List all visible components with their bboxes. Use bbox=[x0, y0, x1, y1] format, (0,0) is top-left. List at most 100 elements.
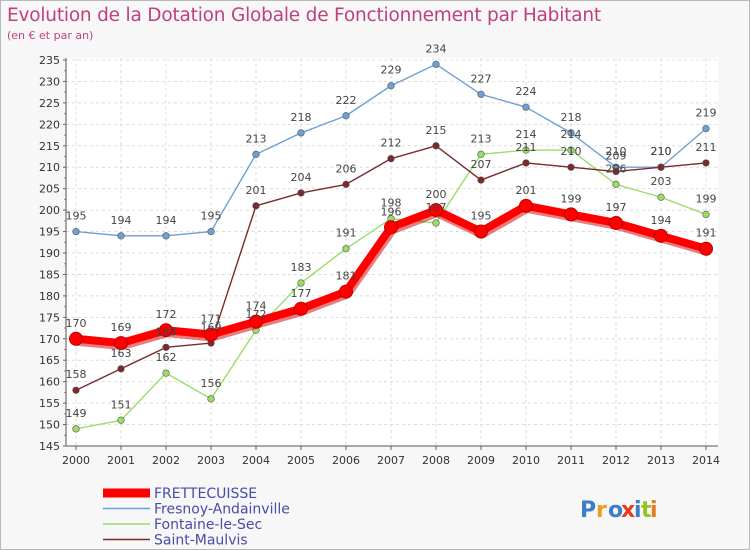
logo-letter: o bbox=[608, 498, 623, 523]
data-label: 181 bbox=[336, 270, 357, 283]
data-label: 203 bbox=[651, 175, 672, 188]
data-point bbox=[387, 155, 395, 163]
data-point bbox=[432, 142, 440, 150]
data-point bbox=[252, 150, 260, 158]
data-label: 227 bbox=[471, 72, 492, 85]
x-tick-label: 2012 bbox=[602, 454, 630, 467]
x-tick-label: 2014 bbox=[692, 454, 720, 467]
data-label: 219 bbox=[696, 107, 717, 120]
data-point bbox=[114, 336, 128, 351]
data-point bbox=[342, 112, 350, 120]
data-label: 213 bbox=[246, 132, 267, 145]
grid bbox=[66, 58, 718, 447]
data-point bbox=[522, 146, 530, 154]
axes: 145 150 155 160 165 170 175 180 185 190 195 200 205 2… bbox=[39, 54, 720, 467]
data-label: 204 bbox=[291, 171, 312, 184]
data-point bbox=[474, 224, 488, 239]
data-point bbox=[159, 323, 173, 338]
data-label: 191 bbox=[696, 227, 717, 240]
data-point bbox=[207, 227, 215, 236]
data-label: 171 bbox=[201, 312, 222, 325]
data-label: 215 bbox=[426, 124, 447, 137]
data-label: 210 bbox=[561, 145, 582, 158]
data-label: 195 bbox=[201, 210, 222, 223]
data-point bbox=[657, 193, 665, 201]
data-point bbox=[387, 82, 395, 90]
data-point bbox=[477, 176, 485, 184]
data-label: 197 bbox=[606, 201, 627, 214]
data-label: 170 bbox=[66, 317, 87, 330]
data-label: 196 bbox=[381, 205, 402, 218]
data-point bbox=[72, 227, 80, 236]
data-label: 195 bbox=[471, 210, 492, 223]
y-tick-label: 175 bbox=[39, 311, 60, 324]
data-label: 199 bbox=[696, 192, 717, 205]
x-tick-label: 2005 bbox=[287, 454, 315, 467]
data-point bbox=[162, 343, 170, 351]
data-point bbox=[162, 369, 170, 377]
data-label: 169 bbox=[111, 321, 132, 334]
data-label: 229 bbox=[381, 64, 402, 77]
data-point bbox=[654, 228, 668, 243]
data-point bbox=[609, 215, 623, 230]
data-point bbox=[117, 416, 125, 424]
data-point bbox=[477, 90, 485, 98]
y-tick-label: 215 bbox=[39, 140, 60, 153]
data-label: 224 bbox=[516, 85, 537, 98]
chart-title: Evolution de la Dotation Globale de Fonc… bbox=[7, 5, 601, 26]
legend: FRETTECUISSEFresnoy-AndainvilleFontaine-… bbox=[103, 486, 290, 549]
data-point bbox=[567, 146, 575, 154]
data-label: 162 bbox=[156, 351, 177, 364]
x-tick-label: 2011 bbox=[557, 454, 585, 467]
y-tick-label: 170 bbox=[39, 333, 60, 346]
data-label: 234 bbox=[426, 42, 447, 55]
data-point bbox=[339, 284, 353, 299]
y-tick-label: 210 bbox=[39, 161, 60, 174]
data-point bbox=[294, 301, 308, 316]
legend-label: FRETTECUISSE bbox=[154, 486, 257, 502]
data-point bbox=[297, 129, 305, 137]
logo-letter: i bbox=[634, 498, 642, 523]
data-label: 206 bbox=[336, 162, 357, 175]
data-label: 198 bbox=[381, 197, 402, 210]
data-point bbox=[567, 129, 575, 137]
data-point bbox=[117, 232, 125, 240]
data-label: 168 bbox=[156, 325, 177, 338]
y-tick-label: 160 bbox=[39, 376, 60, 389]
data-point bbox=[204, 327, 218, 342]
logo-letter: x bbox=[621, 498, 635, 523]
data-label: 210 bbox=[606, 145, 627, 158]
data-point bbox=[162, 232, 170, 240]
data-label: 197 bbox=[426, 201, 447, 214]
y-tick-label: 205 bbox=[39, 183, 60, 196]
plot-area bbox=[66, 58, 718, 446]
data-label: 174 bbox=[246, 300, 267, 313]
y-tick-label: 180 bbox=[39, 290, 60, 303]
data-label: 149 bbox=[66, 407, 87, 420]
data-point bbox=[342, 180, 350, 188]
data-label: 169 bbox=[201, 321, 222, 334]
data-point bbox=[69, 331, 83, 346]
data-label: 177 bbox=[291, 287, 312, 300]
y-tick-label: 190 bbox=[39, 247, 60, 260]
data-label: 199 bbox=[561, 192, 582, 205]
data-label: 222 bbox=[336, 94, 357, 107]
data-label: 214 bbox=[561, 128, 582, 141]
x-tick-label: 2002 bbox=[152, 454, 180, 467]
x-tick-label: 2001 bbox=[107, 454, 135, 467]
data-label: 209 bbox=[606, 150, 627, 163]
data-point bbox=[432, 60, 440, 68]
data-label: 201 bbox=[246, 184, 267, 197]
data-point bbox=[477, 150, 485, 158]
data-label: 218 bbox=[291, 111, 312, 124]
x-tick-label: 2006 bbox=[332, 454, 360, 467]
data-label: 218 bbox=[561, 111, 582, 124]
data-label: 194 bbox=[111, 214, 132, 227]
y-tick-label: 195 bbox=[39, 226, 60, 239]
logo-letter: i bbox=[650, 498, 658, 523]
data-point bbox=[432, 219, 440, 227]
y-tick-label: 235 bbox=[39, 54, 60, 67]
data-label: 206 bbox=[606, 162, 627, 175]
y-tick-label: 155 bbox=[39, 397, 60, 410]
